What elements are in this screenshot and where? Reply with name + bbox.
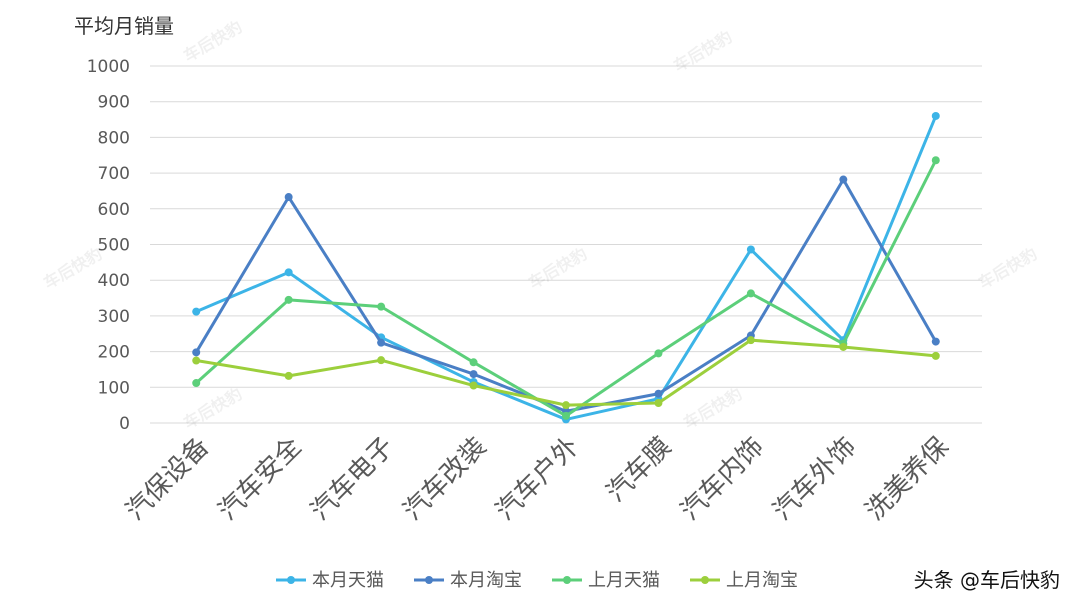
data-point [747, 289, 755, 297]
data-point [285, 193, 293, 201]
legend-marker [701, 576, 709, 584]
legend-label: 上月天猫 [588, 570, 660, 591]
data-point [562, 401, 570, 409]
data-point [470, 382, 478, 390]
data-point [470, 358, 478, 366]
data-point [654, 390, 662, 398]
legend-label: 上月淘宝 [726, 570, 798, 591]
x-category-label: 汽车安全 [213, 432, 308, 527]
y-tick-label: 0 [119, 414, 130, 434]
data-point [932, 352, 940, 360]
x-category-label: 汽车户外 [490, 432, 585, 527]
y-tick-label: 100 [98, 378, 130, 398]
y-tick-label: 300 [98, 307, 130, 327]
legend-label: 本月淘宝 [450, 570, 522, 591]
data-point [377, 339, 385, 347]
data-point [932, 156, 940, 164]
data-point [377, 356, 385, 364]
data-point [932, 338, 940, 346]
y-tick-label: 900 [98, 93, 130, 113]
data-point [285, 372, 293, 380]
series-line [196, 340, 936, 405]
x-category-label: 汽车内饰 [675, 432, 770, 527]
legend-marker [287, 576, 295, 584]
data-point [654, 349, 662, 357]
data-point [932, 112, 940, 120]
x-category-label: 汽车膜 [601, 432, 677, 508]
series-line [196, 160, 936, 416]
x-category-label: 汽车改装 [398, 432, 493, 527]
y-tick-label: 400 [98, 271, 130, 291]
data-point [285, 268, 293, 276]
data-point [839, 176, 847, 184]
y-tick-label: 800 [98, 128, 130, 148]
legend-label: 本月天猫 [312, 570, 384, 591]
data-point [192, 308, 200, 316]
x-category-label: 汽保设备 [120, 432, 215, 527]
data-point [377, 303, 385, 311]
y-axis-title: 平均月销量 [74, 10, 174, 39]
x-category-label: 汽车外饰 [768, 432, 863, 527]
y-tick-label: 200 [98, 343, 130, 363]
data-point [192, 348, 200, 356]
series-line [196, 180, 936, 412]
data-point [747, 245, 755, 253]
data-point [470, 370, 478, 378]
data-point [747, 336, 755, 344]
legend-marker [563, 576, 571, 584]
data-point [192, 379, 200, 387]
y-tick-label: 1000 [87, 57, 130, 77]
legend-marker [425, 576, 433, 584]
data-point [839, 343, 847, 351]
source-credit: 头条 @车后快豹 [914, 564, 1060, 593]
gridlines [150, 66, 982, 423]
y-tick-label: 600 [98, 200, 130, 220]
data-point [285, 296, 293, 304]
y-tick-label: 500 [98, 236, 130, 256]
legend: 本月天猫 本月淘宝 上月天猫 上月淘宝 [276, 570, 798, 591]
data-point [654, 399, 662, 407]
data-point [192, 357, 200, 365]
data-point [562, 412, 570, 420]
x-category-label: 洗美养保 [860, 432, 955, 527]
x-category-label: 汽车电子 [305, 432, 400, 527]
y-tick-label: 700 [98, 164, 130, 184]
